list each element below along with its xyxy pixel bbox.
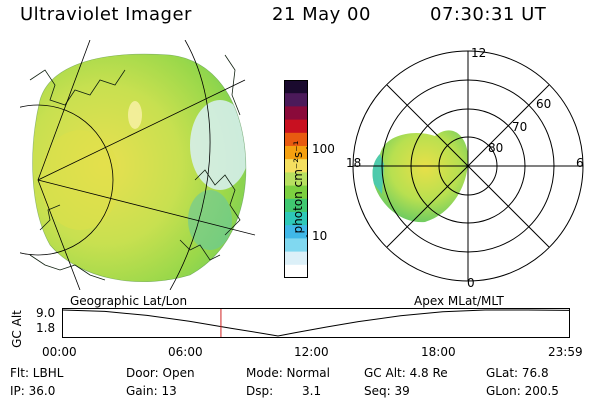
colorbar-band bbox=[284, 132, 308, 147]
x-tick-0000: 00:00 bbox=[42, 345, 77, 359]
colorbar-band bbox=[284, 264, 308, 278]
polar-mlt-plot bbox=[352, 50, 584, 282]
timeline-left-title: Geographic Lat/Lon bbox=[70, 294, 188, 308]
timeline-y-tick-bottom: 1.8 bbox=[36, 321, 56, 335]
x-tick-2359: 23:59 bbox=[548, 345, 583, 359]
mlt-label-12: 12 bbox=[471, 46, 487, 60]
seq-status: Seq: 39 bbox=[364, 384, 410, 398]
glat-status: GLat: 76.8 bbox=[486, 366, 549, 380]
colorbar-band bbox=[284, 119, 308, 134]
colorbar-band bbox=[284, 225, 308, 239]
color-scale-bar bbox=[284, 80, 308, 278]
timeline-y-axis-label: GC Alt bbox=[10, 310, 24, 348]
mlt-label-6: 6 bbox=[576, 156, 584, 170]
colorbar-band bbox=[284, 106, 308, 121]
x-tick-1200: 12:00 bbox=[294, 345, 329, 359]
x-tick-0600: 06:00 bbox=[168, 345, 203, 359]
ip-status: IP: 36.0 bbox=[10, 384, 56, 398]
lat-label-60: 60 bbox=[536, 97, 552, 111]
mode-status: Mode: Normal bbox=[246, 366, 330, 380]
colorbar-band bbox=[284, 185, 308, 200]
date-label: 21 May 00 bbox=[272, 4, 371, 25]
x-tick-1800: 18:00 bbox=[421, 345, 456, 359]
lat-label-80: 80 bbox=[488, 141, 504, 155]
filter-status: Flt: LBHL bbox=[10, 366, 64, 380]
colorbar-tick-10: 10 bbox=[312, 229, 328, 243]
mlt-label-18: 18 bbox=[346, 156, 362, 170]
timeline-right-title: Apex MLat/MLT bbox=[414, 294, 504, 308]
colorbar-tick-100: 100 bbox=[312, 142, 335, 156]
gc-alt-status: GC Alt: 4.8 Re bbox=[364, 366, 448, 380]
dsp-value: 3.1 bbox=[302, 384, 322, 398]
colorbar-band bbox=[284, 251, 308, 266]
colorbar-band bbox=[284, 212, 308, 226]
mlt-label-0: 0 bbox=[467, 276, 475, 290]
lat-label-70: 70 bbox=[512, 120, 528, 134]
colorbar-band bbox=[284, 80, 308, 94]
altitude-timeline bbox=[62, 308, 570, 338]
colorbar-unit-label: photon cm⁻²s⁻¹ bbox=[291, 140, 305, 234]
altitude-curve bbox=[62, 309, 570, 337]
colorbar-band bbox=[284, 93, 308, 107]
time-label: 07:30:31 UT bbox=[430, 4, 547, 25]
door-status: Door: Open bbox=[126, 366, 195, 380]
timeline-y-tick-top: 9.0 bbox=[36, 306, 56, 320]
colorbar-band bbox=[284, 238, 308, 253]
instrument-title: Ultraviolet Imager bbox=[20, 4, 192, 25]
dsp-label: Dsp: bbox=[246, 384, 274, 398]
geographic-auroral-image bbox=[20, 40, 256, 290]
glon-status: GLon: 200.5 bbox=[486, 384, 559, 398]
gain-status: Gain: 13 bbox=[126, 384, 177, 398]
colorbar-band bbox=[284, 198, 308, 213]
colorbar-band bbox=[284, 159, 308, 173]
colorbar-band bbox=[284, 172, 308, 187]
colorbar-band bbox=[284, 146, 308, 160]
